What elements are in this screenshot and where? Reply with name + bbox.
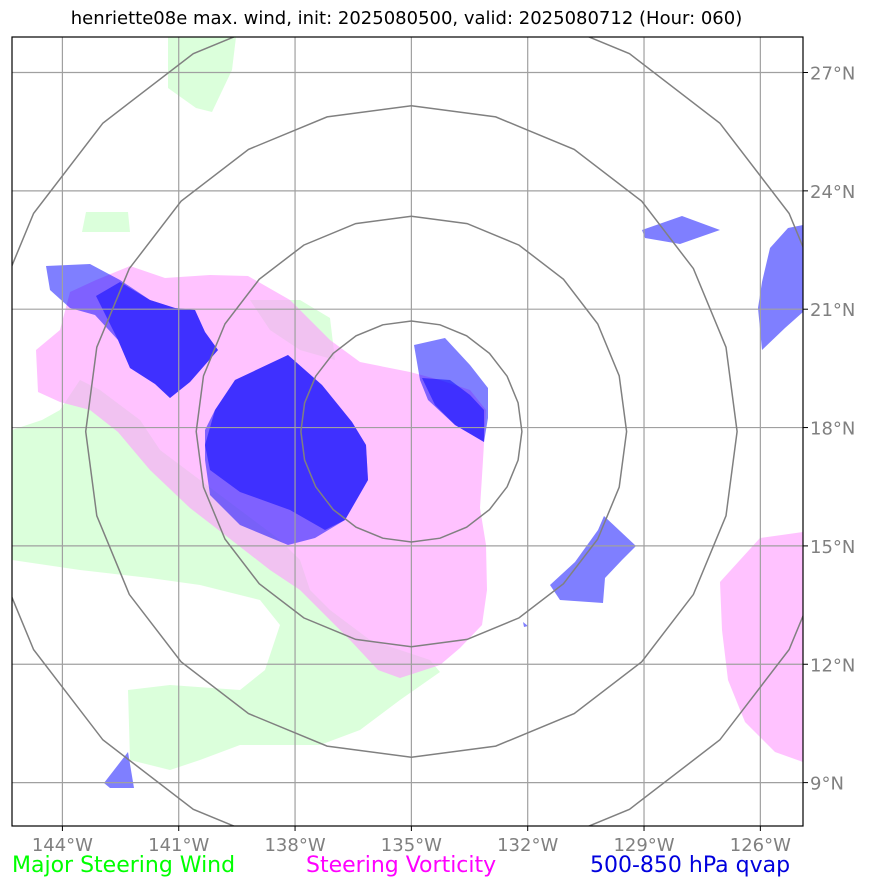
plot-frame [11,36,804,827]
qvap-region-7 [104,752,134,788]
qvap-region-1-core [96,282,218,398]
lon-tick-label: 141°W [148,835,209,856]
lat-tick-label: 24°N [810,182,855,203]
vorticity-region-east [720,532,803,762]
qvap-region-2-core [205,355,368,530]
qvap-region-4 [550,516,636,603]
lon-tick-label: 126°W [730,835,791,856]
legend-steering-vorticity: Steering Vorticity [306,853,497,878]
map-title: henriette08e max. wind, init: 2025080500… [70,8,743,29]
qvap-region-8 [523,622,528,627]
legend-steering-wind: Major Steering Wind [12,853,236,878]
range-rings [12,37,803,826]
range-ring [195,215,628,648]
lon-tick-label: 138°W [264,835,325,856]
qvap-region-3-core [422,378,484,442]
lat-tick-label: 12°N [810,655,855,676]
lon-tick-label: 129°W [613,835,674,856]
lon-tick-label: 135°W [381,835,442,856]
latitude-ticks: 27°N 24°N 21°N 18°N 15°N 12°N 9°N [803,64,855,795]
qvap-region-5 [642,216,720,244]
lat-tick-label: 9°N [810,774,844,795]
wind-region-small [82,212,130,232]
lat-tick-label: 21°N [810,300,855,321]
range-ring [300,320,523,543]
qvap-region-6 [758,225,803,350]
lon-tick-label: 132°W [497,835,558,856]
lat-tick-label: 27°N [810,64,855,85]
graticule [12,37,803,826]
longitude-ticks: 144°W 141°W 138°W 135°W 132°W 129°W 126°W [32,826,791,856]
lon-tick-label: 144°W [32,835,93,856]
lat-tick-label: 15°N [810,537,855,558]
range-ring [84,105,738,758]
wind-region-main [12,380,440,770]
range-ring [12,37,803,826]
lat-tick-label: 18°N [810,419,855,440]
wind-region-top [168,37,236,112]
legend-qvap: 500-850 hPa qvap [590,853,791,878]
qvap-layer [46,216,803,788]
